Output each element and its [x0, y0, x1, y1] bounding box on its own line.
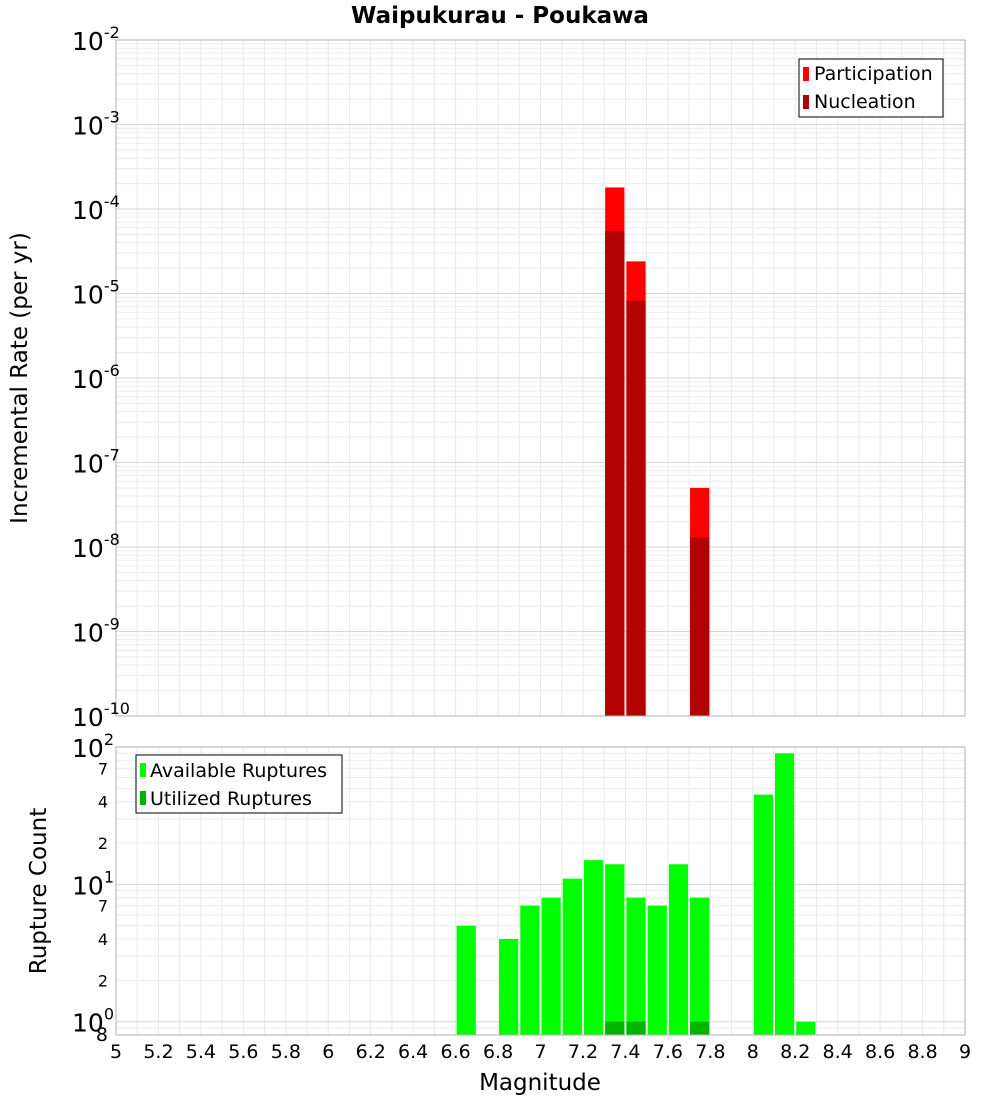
x-tick-label: 6: [322, 1041, 334, 1063]
rate-legend: Participation Nucleation: [798, 58, 944, 118]
count-bar-available-ruptures: [520, 905, 540, 1035]
x-tick-labels: 5 5.2 5.4 5.6 5.8 6 6.2 6.4 6.6 6.8 7 7.2 7.4 7.6 7.8 8…: [110, 1041, 971, 1063]
count-plot-frame: [115, 746, 966, 1036]
rate-y-tick-label: 10-2: [72, 23, 120, 56]
rate-y-tick-label: 10-4: [72, 192, 120, 225]
legend-swatch-participation: [803, 67, 809, 81]
x-tick-label: 8.2: [780, 1041, 810, 1063]
rate-y-tick-label: 10-7: [72, 446, 120, 479]
x-tick-label: 8.8: [907, 1041, 937, 1063]
x-axis-label: Magnitude: [479, 1070, 601, 1096]
rate-bars: [605, 187, 710, 717]
count-y-tick-label: 2: [98, 971, 108, 990]
x-tick-label: 6.6: [440, 1041, 470, 1063]
count-bar-available-ruptures: [690, 897, 710, 1035]
rate-bar-nucleation: [605, 230, 625, 717]
count-y-tick-label: 7: [98, 897, 108, 916]
legend-label-participation: Participation: [814, 63, 933, 85]
count-bar-available-ruptures: [668, 864, 689, 1035]
count-bar-available-ruptures: [583, 860, 604, 1035]
rate-bar-nucleation: [690, 537, 710, 716]
rate-gridlines: [115, 39, 966, 717]
count-bar-available-ruptures: [456, 925, 476, 1035]
count-legend: Available Ruptures Utilized Ruptures: [135, 754, 343, 814]
rate-y-tick-label: 10-6: [72, 361, 120, 394]
x-tick-label: 8.6: [865, 1041, 895, 1063]
count-bar-available-ruptures: [605, 864, 625, 1035]
count-y-tick-label: 4: [98, 930, 108, 949]
count-y-axis-label: Rupture Count: [26, 808, 52, 974]
x-tick-label: 7.6: [653, 1041, 683, 1063]
count-bar-utilized-ruptures: [605, 1021, 625, 1035]
rate-y-tick-label: 10-3: [72, 108, 120, 141]
count-bar-available-ruptures: [626, 897, 646, 1035]
count-y-tick-label: 7: [98, 759, 108, 778]
legend-label-utilized-ruptures: Utilized Ruptures: [150, 788, 312, 810]
legend-label-available-ruptures: Available Ruptures: [150, 760, 327, 782]
x-tick-label: 8.4: [823, 1041, 853, 1063]
x-tick-label: 8: [747, 1041, 759, 1063]
rate-plot-frame: [115, 39, 966, 717]
count-bars: [456, 753, 816, 1035]
x-tick-label: 5.2: [143, 1041, 173, 1063]
x-tick-label: 9: [959, 1041, 971, 1063]
count-bar-utilized-ruptures: [690, 1021, 710, 1035]
x-tick-label: 7.2: [568, 1041, 598, 1063]
rate-y-tick-label: 10-9: [72, 615, 120, 648]
rate-bar-nucleation: [626, 300, 646, 716]
chart-title: Waipukurau - Poukawa: [351, 3, 649, 29]
rate-panel: 10-2 10-3 10-4 10-5 10-6 10-7 10-8 10-9 10-10 In…: [7, 23, 966, 732]
x-tick-label: 6.2: [356, 1041, 386, 1063]
count-bar-available-ruptures: [774, 753, 795, 1035]
legend-swatch-available-ruptures: [140, 763, 146, 777]
x-tick-label: 5: [110, 1041, 122, 1063]
count-bar-utilized-ruptures: [626, 1021, 646, 1035]
count-bar-available-ruptures: [499, 939, 519, 1035]
count-bar-available-ruptures: [562, 878, 582, 1035]
rate-y-tick-label: 10-8: [72, 530, 120, 563]
legend-swatch-nucleation: [803, 95, 809, 109]
count-y-tick-label: 102: [72, 730, 114, 763]
x-tick-label: 7.4: [610, 1041, 640, 1063]
x-tick-label: 7.8: [695, 1041, 725, 1063]
x-tick-label: 7: [534, 1041, 546, 1063]
count-legend-box: [135, 754, 343, 814]
x-tick-label: 6.8: [483, 1041, 513, 1063]
count-y-tick-label: 101: [72, 867, 114, 900]
count-bar-available-ruptures: [796, 1021, 816, 1035]
count-y-tick-label: 2: [98, 834, 108, 853]
rate-legend-box: [798, 58, 944, 118]
rate-y-axis-label: Incremental Rate (per yr): [7, 232, 33, 524]
rate-y-tick-label: 10-5: [72, 277, 120, 310]
count-bar-available-ruptures: [541, 897, 561, 1035]
count-bar-available-ruptures: [647, 905, 667, 1035]
x-tick-label: 5.4: [186, 1041, 216, 1063]
x-tick-label: 6.4: [398, 1041, 428, 1063]
count-y-tick-label: 8: [96, 1024, 108, 1046]
rate-y-tick-label: 10-10: [72, 699, 130, 732]
rate-y-tick-labels: 10-2 10-3 10-4 10-5 10-6 10-7 10-8 10-9 10-10: [72, 23, 130, 732]
legend-swatch-utilized-ruptures: [140, 791, 146, 805]
x-tick-label: 5.8: [271, 1041, 301, 1063]
count-y-tick-label: 100: [72, 1005, 114, 1038]
legend-label-nucleation: Nucleation: [814, 91, 916, 113]
count-bar-available-ruptures: [753, 794, 773, 1035]
count-y-tick-label: 4: [98, 793, 108, 812]
x-tick-label: 5.6: [228, 1041, 258, 1063]
